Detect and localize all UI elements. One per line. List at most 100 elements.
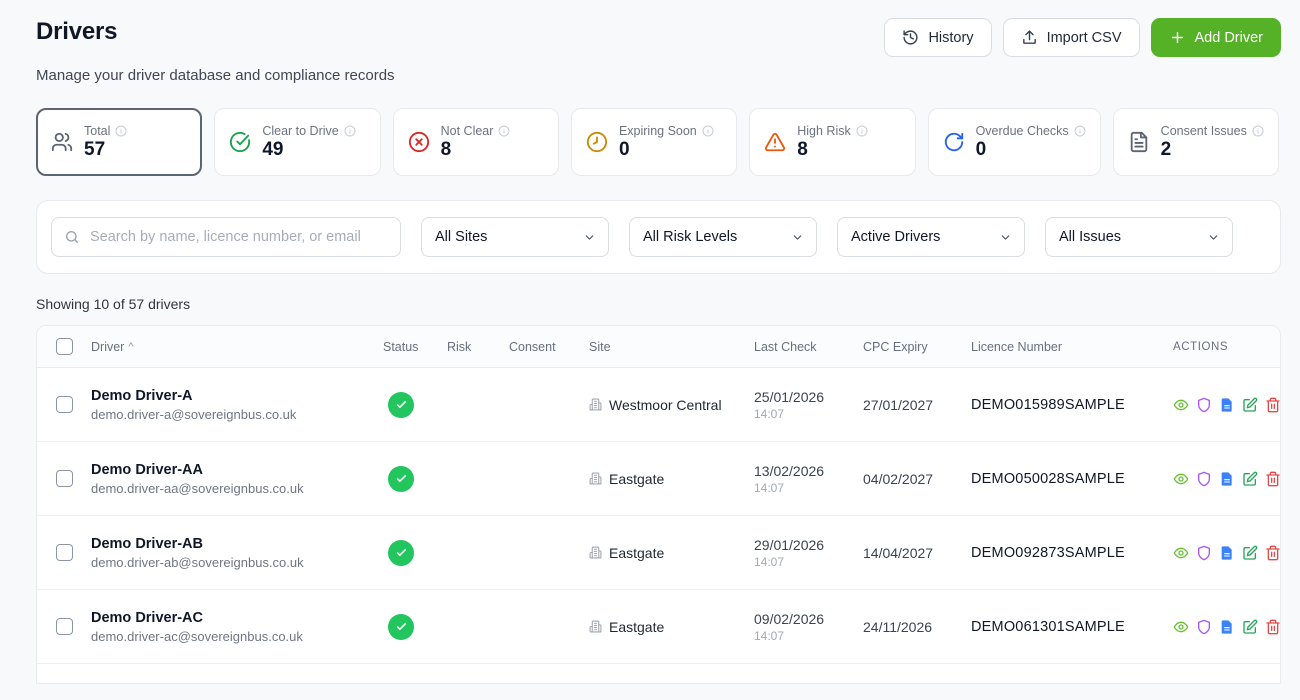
chevron-down-icon [1207,231,1220,244]
building-icon [589,546,602,559]
status-clear-badge [388,465,414,492]
table-row: Demo Driver-AB demo.driver-ab@sovereignb… [37,516,1280,590]
documents-button[interactable] [1219,397,1235,413]
edit-driver-button[interactable] [1242,471,1258,487]
column-header-risk: Risk [447,339,472,354]
stat-value: 8 [440,138,452,160]
edit-driver-button[interactable] [1242,397,1258,413]
stat-card-high-risk[interactable]: High Risk 8 [749,108,916,176]
status-clear-badge [388,539,414,566]
compliance-shield-button[interactable] [1196,471,1212,487]
last-check-date: 09/02/2026 [754,610,825,627]
stat-value: 2 [1160,138,1172,160]
stat-label: High Risk [797,123,851,138]
edit-driver-button[interactable] [1242,619,1258,635]
stat-card-clear-to-drive[interactable]: Clear to Drive 49 [214,108,381,176]
cpc-expiry-date: 14/04/2027 [863,544,934,561]
plus-icon [1169,29,1186,46]
driver-name[interactable]: Demo Driver-AC [91,609,203,626]
stat-card-not-clear[interactable]: Not Clear 8 [392,108,559,176]
site-name: Westmoor Central [609,396,722,413]
delete-driver-button[interactable] [1265,397,1280,413]
import-csv-button[interactable]: Import CSV [1002,18,1140,57]
site-filter-select[interactable]: All Sites [421,217,609,257]
view-driver-button[interactable] [1173,619,1189,635]
info-icon [702,125,714,137]
compliance-shield-button[interactable] [1196,619,1212,635]
column-header-driver[interactable]: Driver ^ [91,339,134,354]
stat-card-expiring-soon[interactable]: Expiring Soon 0 [570,108,738,176]
x-circle-icon [408,131,430,153]
driver-email: demo.driver-ab@sovereignbus.co.uk [91,554,304,570]
compliance-shield-button[interactable] [1196,397,1212,413]
risk-filter-select[interactable]: All Risk Levels [629,217,817,257]
delete-driver-button[interactable] [1265,619,1280,635]
view-driver-button[interactable] [1173,545,1189,561]
results-summary: Showing 10 of 57 drivers [36,296,191,312]
chevron-down-icon [999,231,1012,244]
column-header-licence-number: Licence Number [971,339,1063,354]
last-check-time: 14:07 [754,628,785,643]
column-header-actions: ACTIONS [1173,340,1229,353]
driver-name[interactable]: Demo Driver-A [91,387,193,404]
delete-driver-button[interactable] [1265,545,1280,561]
upload-icon [1021,29,1038,46]
drivers-table: Driver ^ Status Risk Consent Site Last C… [36,325,1281,684]
status-clear-badge [388,613,414,640]
delete-driver-button[interactable] [1265,471,1280,487]
driver-name[interactable]: Demo Driver-AB [91,535,203,552]
stat-label: Not Clear [440,123,494,138]
column-header-consent: Consent [509,339,556,354]
column-header-cpc-expiry: CPC Expiry [863,339,928,354]
site-name: Eastgate [609,544,665,561]
sort-asc-icon: ^ [128,340,134,353]
site-name: Eastgate [609,470,665,487]
edit-driver-button[interactable] [1242,545,1258,561]
row-checkbox[interactable] [55,396,73,413]
stat-label: Expiring Soon [618,123,697,138]
chevron-down-icon [791,231,804,244]
page-title: Drivers [36,18,118,45]
cpc-expiry-date: 27/01/2027 [863,396,934,413]
last-check-time: 14:07 [754,406,785,421]
view-driver-button[interactable] [1173,471,1189,487]
users-icon [51,131,73,153]
table-row: Demo Driver-A demo.driver-a@sovereignbus… [37,368,1280,442]
info-icon [1252,125,1264,137]
drivers-page: Drivers Manage your driver database and … [36,18,1281,684]
add-driver-button[interactable]: Add Driver [1150,18,1281,57]
search-wrap [51,217,401,257]
stats-row: Total 57 Clear to Drive 49 [36,108,1279,176]
compliance-shield-button[interactable] [1196,545,1212,561]
documents-button[interactable] [1219,471,1235,487]
search-input[interactable] [51,217,401,257]
cpc-expiry-date: 04/02/2027 [863,470,934,487]
licence-number: DEMO061301SAMPLE [971,618,1125,635]
warning-triangle-icon [764,131,786,153]
status-filter-select[interactable]: Active Drivers [837,217,1025,257]
issues-filter-select[interactable]: All Issues [1045,217,1233,257]
column-header-site: Site [589,339,611,354]
view-driver-button[interactable] [1173,397,1189,413]
last-check-time: 14:07 [754,554,785,569]
row-checkbox[interactable] [55,544,73,561]
stat-card-overdue-checks[interactable]: Overdue Checks 0 [927,108,1101,176]
stat-label: Total [84,123,111,138]
documents-button[interactable] [1219,619,1235,635]
row-checkbox[interactable] [55,470,73,487]
info-icon [498,125,510,137]
row-checkbox[interactable] [55,618,73,635]
stat-card-consent-issues[interactable]: Consent Issues 2 [1112,108,1279,176]
chevron-down-icon [583,231,596,244]
stat-label: Consent Issues [1160,123,1247,138]
documents-button[interactable] [1219,545,1235,561]
building-icon [589,620,602,633]
driver-email: demo.driver-ac@sovereignbus.co.uk [91,628,303,644]
last-check-date: 25/01/2026 [754,388,825,405]
history-button[interactable]: History [884,18,992,57]
select-all-checkbox[interactable] [55,338,73,355]
driver-name[interactable]: Demo Driver-AA [91,461,203,478]
licence-number: DEMO015989SAMPLE [971,396,1125,413]
stat-card-total[interactable]: Total 57 [36,108,203,176]
table-header-row: Driver ^ Status Risk Consent Site Last C… [37,326,1280,368]
